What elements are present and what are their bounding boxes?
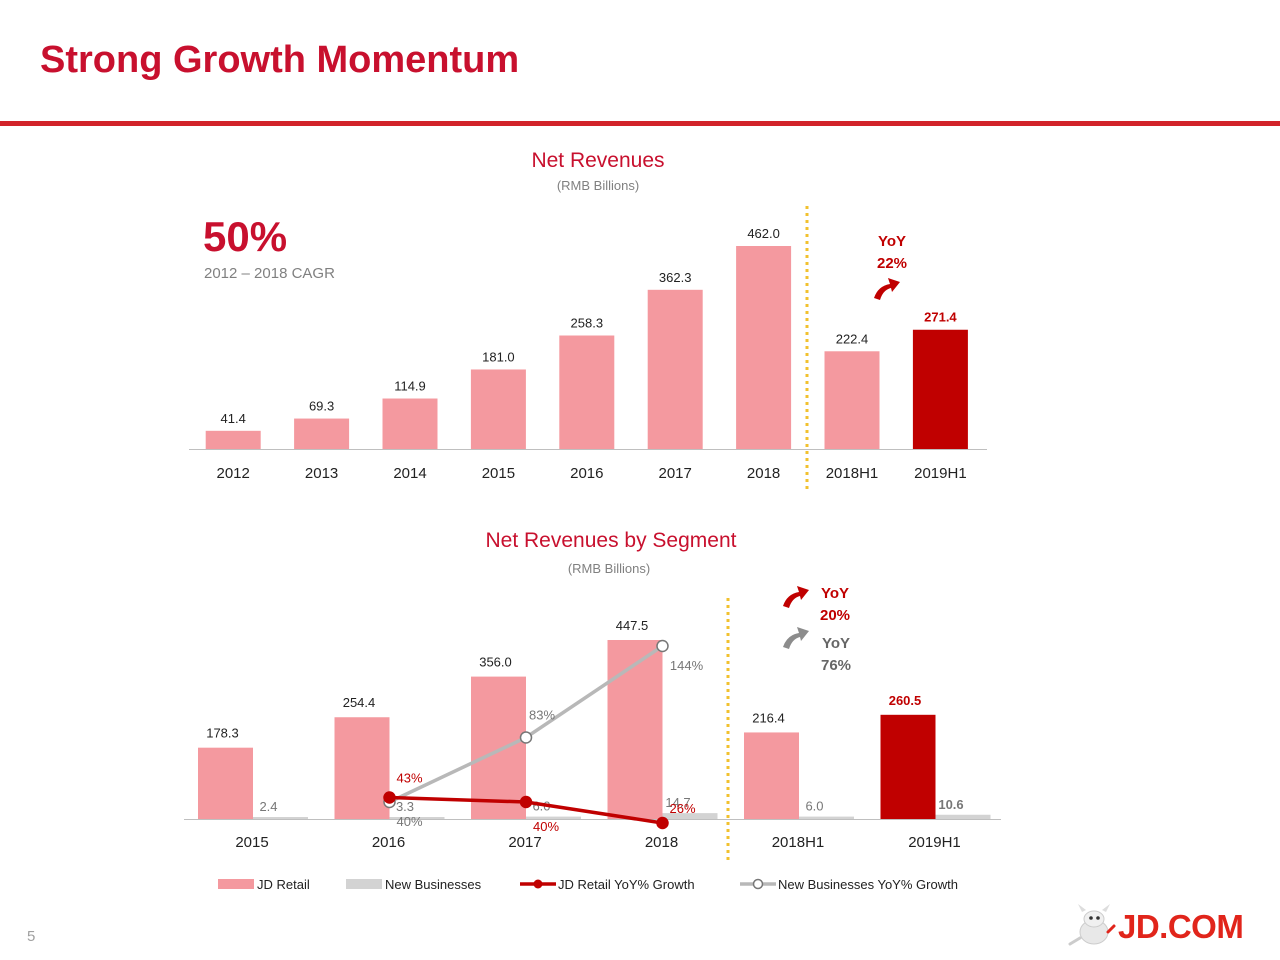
chart2-newbiz-label: 2.4: [259, 799, 277, 814]
chart1-bar: [912, 329, 968, 449]
chart2-subtitle: (RMB Billions): [568, 561, 650, 576]
chart2-newbiz-growth-label: 40%: [396, 814, 422, 829]
chart1-bar-label: 222.4: [836, 331, 869, 346]
chart2-newbiz-yoy-label: YoY: [822, 635, 850, 652]
chart1-bar-label: 69.3: [309, 399, 334, 414]
chart1-tick-label: 2014: [393, 465, 426, 482]
chart2-retail-growth-marker: [656, 816, 669, 830]
chart1-title: Net Revenues: [531, 149, 664, 172]
chart1-bar: [647, 289, 703, 449]
legend-label-newbiz: New Businesses: [385, 877, 482, 892]
chart2-tick-label: 2018H1: [772, 834, 825, 851]
chart1-bar-label: 258.3: [571, 316, 604, 331]
chart1-tick-label: 2012: [217, 465, 250, 482]
chart2-newbiz-bar: [389, 817, 445, 819]
jd-logo-text: JD.COM: [1118, 908, 1244, 945]
chart2-newbiz-growth-marker: [656, 639, 669, 653]
chart2-tick-label: 2015: [235, 834, 268, 851]
chart2-newbiz-yoy-value: 76%: [821, 657, 851, 674]
legend-marker-retail-growth: [533, 879, 543, 889]
chart1-bar: [470, 369, 526, 449]
chart1-bar: [824, 351, 880, 449]
legend-label-newbiz-growth: New Businesses YoY% Growth: [778, 877, 958, 892]
chart2-retail-yoy-label: YoY: [821, 585, 849, 602]
title-divider: [0, 121, 1280, 126]
legend-swatch-newbiz: [346, 879, 382, 889]
legend-label-retail-growth: JD Retail YoY% Growth: [558, 877, 695, 892]
chart1-bar: [294, 418, 350, 449]
chart1-tick-label: 2015: [482, 465, 515, 482]
chart1-tick-label: 2019H1: [914, 465, 967, 482]
cagr-value: 50%: [203, 213, 288, 260]
slide-title: Strong Growth Momentum: [40, 39, 520, 81]
chart1-bar: [736, 246, 792, 449]
cagr-caption: 2012 – 2018 CAGR: [204, 265, 335, 282]
chart2-retail-bar: [880, 714, 936, 819]
chart1-yoy-value: 22%: [877, 255, 907, 272]
chart1-tick-label: 2018: [747, 465, 780, 482]
chart2-newbiz-bar: [799, 816, 854, 819]
jd-mascot-logo-icon: [1068, 904, 1116, 946]
chart1-bar: [382, 398, 438, 449]
chart2-retail-label: 216.4: [752, 710, 785, 725]
chart2-tick-label: 2019H1: [908, 834, 961, 851]
chart1-yoy-label: YoY: [878, 233, 906, 250]
chart2-newbiz-bar: [935, 814, 991, 819]
chart2-retail-bar: [607, 640, 663, 819]
chart2-retail-yoy-value: 20%: [820, 607, 850, 624]
chart2-newbiz-label: 3.3: [396, 799, 414, 814]
chart1-tick-label: 2016: [570, 465, 603, 482]
chart2-newbiz-label: 6.0: [805, 799, 823, 814]
chart2-newbiz-growth-label: 144%: [670, 658, 704, 673]
chart2-retail-growth-label: 40%: [533, 819, 559, 834]
grey-up-arrow-icon: [783, 627, 809, 649]
chart2-newbiz-label: 14.7: [665, 795, 690, 810]
chart1-tick-label: 2013: [305, 465, 338, 482]
chart2-tick-label: 2018: [645, 834, 678, 851]
chart2-tick-label: 2016: [372, 834, 405, 851]
chart2-newbiz-bar: [253, 817, 308, 819]
chart2-newbiz-label: 10.6: [938, 797, 963, 812]
chart2-retail-growth-label: 43%: [396, 771, 422, 786]
chart1-tick-label: 2017: [659, 465, 692, 482]
legend-marker-newbiz-growth: [752, 878, 764, 890]
chart2-retail-label: 178.3: [206, 726, 239, 741]
chart2-newbiz-bar: [662, 813, 718, 819]
chart1-subtitle: (RMB Billions): [557, 178, 639, 193]
red-up-arrow-icon: [783, 586, 809, 608]
chart2-retail-growth-label: 26%: [669, 801, 695, 816]
red-up-arrow-icon: [874, 278, 900, 300]
chart2-retail-label: 447.5: [616, 618, 649, 633]
chart1-bar-label: 271.4: [924, 310, 957, 325]
chart2-retail-growth-marker: [519, 795, 533, 809]
chart2-retail-label: 254.4: [343, 695, 376, 710]
chart2-title: Net Revenues by Segment: [486, 529, 737, 552]
chart2-newbiz-growth-marker: [519, 731, 533, 744]
chart1-tick-label: 2018H1: [826, 465, 879, 482]
chart2-tick-label: 2017: [508, 834, 541, 851]
page-number: 5: [27, 928, 36, 945]
chart2-retail-growth-marker: [383, 791, 396, 804]
chart1-bar: [205, 430, 261, 449]
chart2-retail-label: 356.0: [479, 655, 512, 670]
chart1-bar-label: 362.3: [659, 270, 692, 285]
legend-swatch-retail: [218, 879, 254, 889]
chart2-newbiz-growth-label: 83%: [529, 708, 555, 723]
chart2-newbiz-bar: [526, 816, 581, 819]
chart2-retail-bar: [744, 732, 799, 819]
chart1-bar: [559, 335, 615, 449]
chart2-retail-bar: [198, 747, 253, 819]
chart1-bar-label: 114.9: [394, 379, 426, 394]
chart1-bar-label: 181.0: [482, 349, 515, 364]
legend-label-retail: JD Retail: [257, 877, 310, 892]
chart2-retail-label: 260.5: [889, 693, 922, 708]
chart2-retail-bar: [334, 717, 390, 819]
chart1-bar-label: 41.4: [221, 411, 246, 426]
chart1-bar-label: 462.0: [747, 226, 780, 241]
chart2-retail-bar: [471, 676, 526, 819]
